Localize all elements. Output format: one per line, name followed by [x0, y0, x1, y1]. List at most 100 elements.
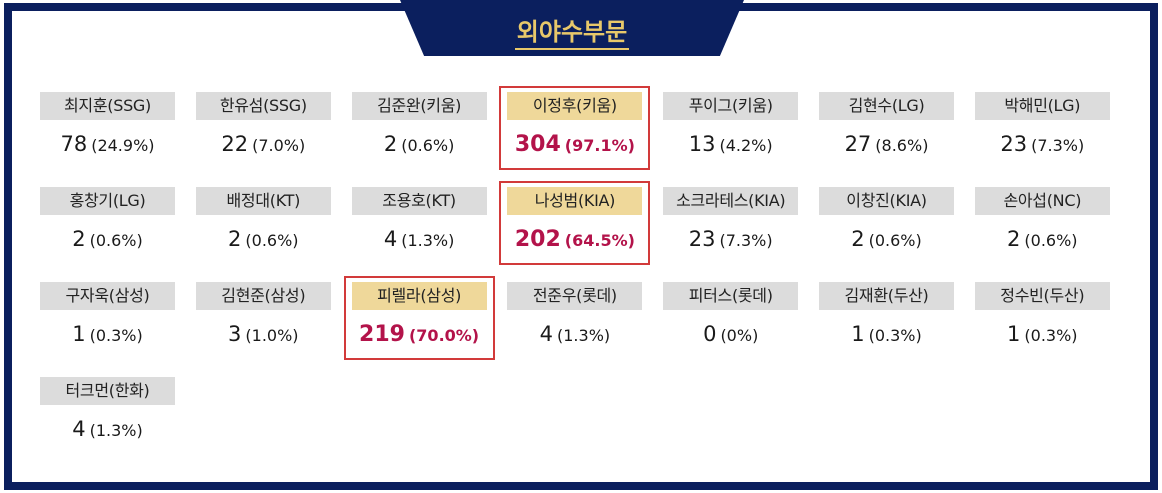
vote-percent: (1.0%)	[245, 326, 299, 345]
vote-percent: (0.3%)	[89, 326, 143, 345]
vote-count: 4	[383, 227, 398, 251]
vote-percent: (0.6%)	[868, 231, 922, 250]
vote-count: 23	[1000, 132, 1028, 156]
vote-percent: (0.6%)	[1024, 231, 1078, 250]
vote-result: 2 (0.6%)	[188, 227, 339, 251]
player-name: 한유섬(SSG)	[195, 92, 331, 120]
vote-result: 13 (4.2%)	[655, 132, 806, 156]
vote-percent: (0.3%)	[868, 326, 922, 345]
player-card: 한유섬(SSG) 22 (7.0%)	[188, 86, 339, 170]
player-name: 김현준(삼성)	[195, 282, 331, 310]
player-card: 김현준(삼성) 3 (1.0%)	[188, 276, 339, 360]
player-name: 정수빈(두산)	[974, 282, 1110, 310]
vote-count: 0	[703, 322, 717, 346]
vote-count: 1	[851, 322, 865, 346]
player-name: 피렐라(삼성)	[351, 282, 487, 310]
player-name: 김재환(두산)	[819, 282, 954, 310]
vote-percent: (70.0%)	[408, 326, 480, 345]
vote-percent: (0.6%)	[89, 231, 143, 250]
player-name: 이정후(키움)	[507, 92, 643, 120]
vote-percent: (0.3%)	[1024, 326, 1078, 345]
vote-result: 2 (0.6%)	[967, 227, 1118, 251]
player-name: 김준완(키움)	[351, 92, 487, 120]
vote-percent: (0.6%)	[401, 136, 455, 155]
vote-result: 23 (7.3%)	[655, 227, 806, 251]
vote-result: 2 (0.6%)	[32, 227, 183, 251]
vote-count: 202	[514, 227, 561, 252]
player-card: 전준우(롯데) 4 (1.3%)	[499, 276, 650, 360]
vote-count: 2	[72, 227, 86, 251]
vote-count: 3	[228, 322, 242, 346]
player-name: 터크먼(한화)	[40, 377, 175, 405]
player-name: 소크라테스(KIA)	[663, 187, 799, 215]
vote-result: 4 (1.3%)	[344, 227, 495, 251]
vote-count: 1	[1007, 322, 1021, 346]
player-card: 배정대(KT) 2 (0.6%)	[188, 181, 339, 265]
vote-count: 219	[359, 322, 405, 347]
vote-percent: (8.6%)	[875, 136, 929, 155]
player-card: 손아섭(NC) 2 (0.6%)	[967, 181, 1118, 265]
section-title: 외야수부문	[400, 12, 744, 50]
vote-percent: (0%)	[720, 326, 759, 345]
vote-result: 2 (0.6%)	[811, 227, 962, 251]
vote-result: 78 (24.9%)	[32, 132, 183, 156]
vote-result: 23 (7.3%)	[967, 132, 1118, 156]
player-card: 구자욱(삼성) 1 (0.3%)	[32, 276, 183, 360]
player-name: 구자욱(삼성)	[40, 282, 175, 310]
player-card-highlighted: 피렐라(삼성) 219 (70.0%)	[343, 276, 495, 360]
vote-percent: (64.5%)	[564, 231, 635, 250]
player-name: 조용호(KT)	[351, 187, 487, 215]
vote-percent: (1.3%)	[557, 326, 611, 345]
vote-count: 4	[72, 417, 86, 441]
vote-percent: (24.9%)	[91, 136, 155, 155]
vote-count: 4	[539, 322, 553, 346]
vote-result: 0 (0%)	[655, 322, 806, 346]
player-name: 손아섭(NC)	[974, 187, 1110, 215]
player-name: 피터스(롯데)	[663, 282, 799, 310]
vote-percent: (1.3%)	[401, 231, 455, 250]
vote-result: 22 (7.0%)	[188, 132, 339, 156]
vote-percent: (1.3%)	[89, 421, 143, 440]
player-name: 김현수(LG)	[819, 92, 954, 120]
player-name: 홍창기(LG)	[40, 187, 175, 215]
player-name: 배정대(KT)	[195, 187, 331, 215]
vote-percent: (4.2%)	[719, 136, 773, 155]
vote-percent: (97.1%)	[564, 136, 635, 155]
player-card: 홍창기(LG) 2 (0.6%)	[32, 181, 183, 265]
vote-result: 202 (64.5%)	[501, 227, 648, 252]
player-name: 박해민(LG)	[974, 92, 1110, 120]
vote-count: 2	[228, 227, 242, 251]
vote-percent: (0.6%)	[245, 231, 299, 250]
player-name: 전준우(롯데)	[507, 282, 643, 310]
vote-count: 78	[60, 132, 88, 156]
vote-percent: (7.0%)	[252, 136, 306, 155]
vote-result: 3 (1.0%)	[188, 322, 339, 346]
vote-result: 1 (0.3%)	[811, 322, 962, 346]
vote-result: 1 (0.3%)	[967, 322, 1118, 346]
vote-count: 27	[844, 132, 872, 156]
player-card: 소크라테스(KIA) 23 (7.3%)	[655, 181, 806, 265]
vote-count: 2	[1007, 227, 1021, 251]
vote-count: 22	[221, 132, 249, 156]
player-card: 최지훈(SSG) 78 (24.9%)	[32, 86, 183, 170]
player-card: 김현수(LG) 27 (8.6%)	[811, 86, 962, 170]
vote-result: 4 (1.3%)	[499, 322, 650, 346]
player-card: 조용호(KT) 4 (1.3%)	[344, 181, 495, 265]
vote-count: 2	[851, 227, 865, 251]
title-tab	[400, 0, 744, 56]
vote-count: 23	[688, 227, 716, 251]
vote-percent: (7.3%)	[719, 231, 773, 250]
vote-count: 1	[72, 322, 86, 346]
player-card: 피터스(롯데) 0 (0%)	[655, 276, 806, 360]
vote-count: 2	[383, 132, 398, 156]
player-card-highlighted: 이정후(키움) 304 (97.1%)	[499, 86, 651, 170]
vote-result: 1 (0.3%)	[32, 322, 183, 346]
player-card: 푸이그(키움) 13 (4.2%)	[655, 86, 806, 170]
player-card: 김준완(키움) 2 (0.6%)	[344, 86, 495, 170]
vote-result: 27 (8.6%)	[811, 132, 962, 156]
player-name: 나성범(KIA)	[507, 187, 643, 215]
vote-result: 2 (0.6%)	[344, 132, 495, 156]
player-card: 터크먼(한화) 4 (1.3%)	[32, 371, 183, 455]
player-name: 이창진(KIA)	[819, 187, 954, 215]
section-title-label: 외야수부문	[514, 18, 630, 50]
